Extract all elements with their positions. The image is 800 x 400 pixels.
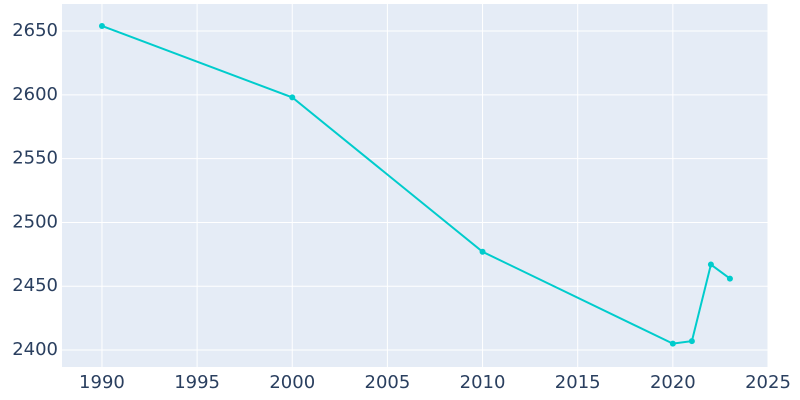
marker [726,275,733,282]
x-tick-label: 2000 [269,372,315,393]
y-tick-label: 2400 [12,339,58,360]
marker [688,338,695,345]
marker [707,261,714,268]
y-tick-label: 2550 [12,148,58,169]
x-tick-label: 2020 [650,372,696,393]
y-tick-label: 2600 [12,84,58,105]
plot-area [62,4,768,367]
marker [98,22,105,29]
marker [479,248,486,255]
x-tick-label: 1995 [174,372,220,393]
x-tick-label: 2010 [460,372,506,393]
x-tick-label: 2025 [745,372,791,393]
x-tick-label: 1990 [79,372,125,393]
marker [289,94,296,101]
marker [669,340,676,347]
x-tick-label: 2015 [555,372,601,393]
x-tick-label: 2005 [365,372,411,393]
y-tick-label: 2500 [12,211,58,232]
y-tick-label: 2450 [12,275,58,296]
y-tick-label: 2650 [12,20,58,41]
